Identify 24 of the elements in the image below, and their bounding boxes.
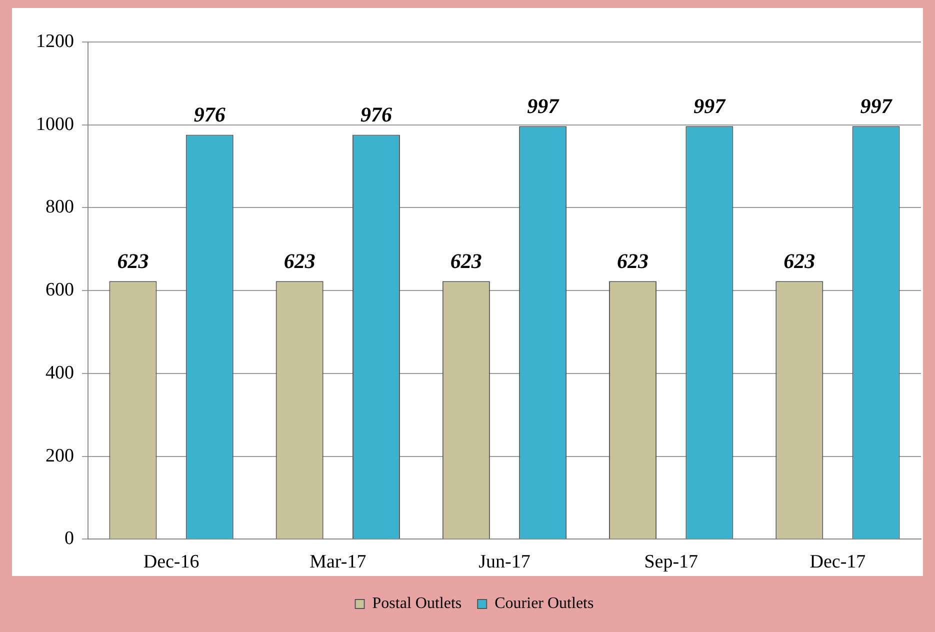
data-label: 623	[450, 248, 482, 273]
data-label: 623	[617, 248, 649, 273]
y-tick-label: 200	[46, 445, 74, 466]
x-tick-label: Dec-17	[810, 552, 866, 573]
data-label: 976	[194, 102, 226, 127]
x-tick-label: Mar-17	[310, 552, 366, 573]
y-tick-label: 800	[46, 196, 74, 218]
data-label: 976	[360, 102, 392, 127]
data-label: 997	[527, 94, 560, 118]
x-tick-label: Jun-17	[478, 552, 530, 573]
y-tick-label: 1200	[36, 30, 74, 52]
x-tick-label: Sep-17	[644, 552, 698, 573]
data-label: 623	[284, 248, 316, 273]
y-tick-label: 0	[64, 528, 74, 550]
y-tick-label: 400	[46, 362, 74, 384]
data-label: 623	[117, 248, 149, 273]
data-label: 997	[860, 94, 894, 118]
legend-label: Courier Outlets	[494, 595, 594, 612]
data-label: 997	[694, 94, 727, 118]
x-tick-label: Dec-16	[143, 552, 200, 573]
data-label: 623	[784, 248, 816, 273]
y-tick-label: 1000	[36, 114, 74, 135]
legend-label: Postal Outlets	[372, 595, 462, 612]
y-tick-label: 600	[46, 280, 74, 301]
